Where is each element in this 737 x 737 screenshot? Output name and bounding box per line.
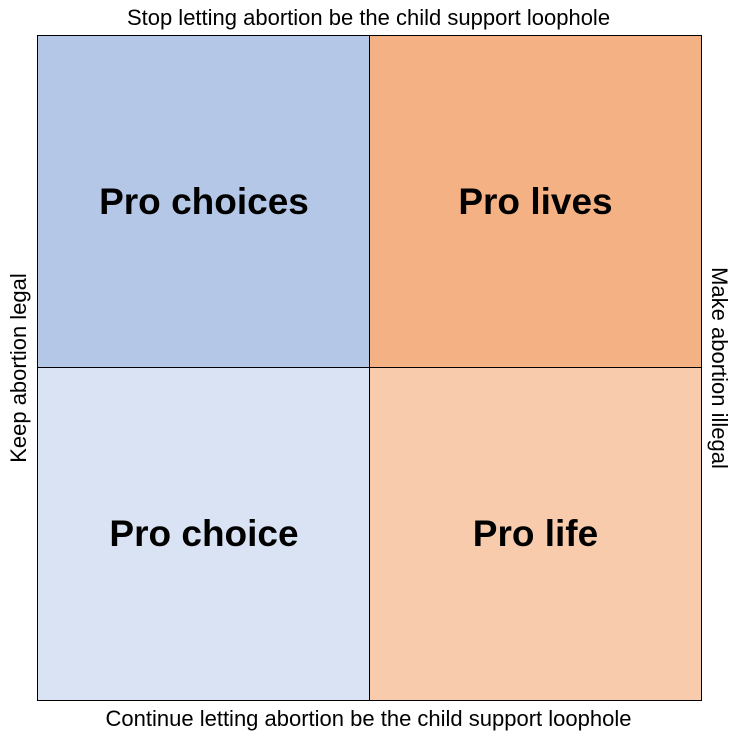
right-axis-label: Make abortion illegal [707, 267, 732, 469]
left-axis-label: Keep abortion legal [6, 273, 31, 463]
quadrant-bottom-right: Pro life [369, 367, 702, 701]
quadrant-top-left: Pro choices [37, 35, 371, 369]
quadrant-bottom-left: Pro choice [37, 367, 371, 701]
quadrant-label: Pro choices [99, 181, 309, 222]
quadrant-label: Pro life [472, 513, 599, 554]
top-axis-label: Stop letting abortion be the child suppo… [126, 5, 611, 30]
quadrant-label: Pro choice [109, 513, 299, 554]
quadrant-label: Pro lives [458, 181, 613, 222]
quadrant-top-right: Pro lives [369, 35, 702, 369]
bottom-axis-label: Continue letting abortion be the child s… [105, 706, 632, 731]
